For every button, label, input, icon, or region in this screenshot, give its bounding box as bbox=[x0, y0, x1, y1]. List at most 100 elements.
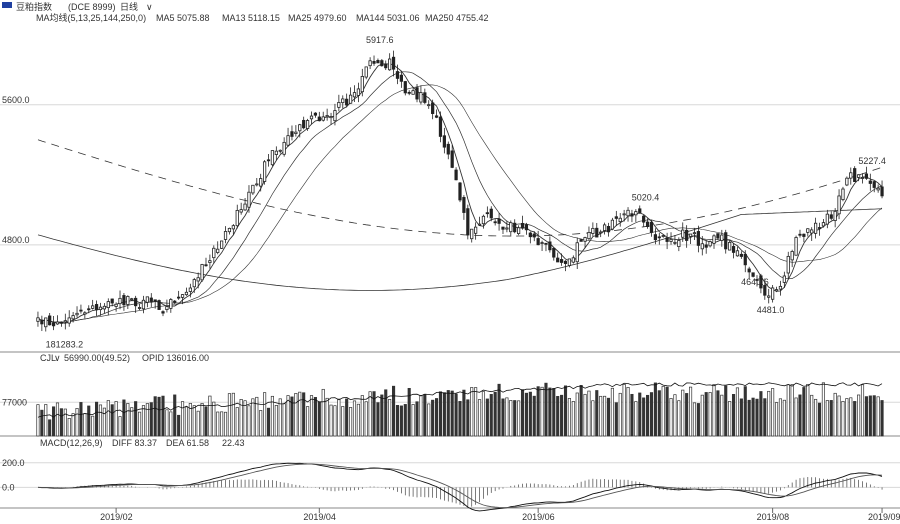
candle[interactable] bbox=[853, 166, 857, 182]
candle[interactable] bbox=[71, 311, 75, 323]
candle[interactable] bbox=[126, 295, 130, 309]
candle[interactable] bbox=[98, 302, 103, 316]
candle[interactable] bbox=[196, 272, 200, 289]
candle[interactable] bbox=[790, 249, 794, 268]
candle[interactable] bbox=[458, 182, 462, 203]
candle[interactable] bbox=[876, 184, 880, 193]
candle[interactable] bbox=[681, 222, 685, 242]
candle[interactable] bbox=[591, 222, 595, 237]
candle[interactable] bbox=[423, 88, 427, 105]
candle[interactable] bbox=[157, 299, 161, 311]
candle[interactable] bbox=[450, 145, 454, 169]
candle[interactable] bbox=[266, 153, 271, 167]
candle[interactable] bbox=[165, 299, 169, 313]
candle[interactable] bbox=[657, 233, 661, 245]
candle[interactable] bbox=[231, 224, 235, 235]
candle[interactable] bbox=[833, 208, 837, 228]
candle[interactable] bbox=[48, 313, 52, 326]
candle[interactable] bbox=[462, 195, 466, 220]
candle[interactable] bbox=[583, 236, 587, 249]
candle[interactable] bbox=[309, 111, 314, 125]
candle[interactable] bbox=[497, 213, 501, 231]
candle[interactable] bbox=[505, 220, 509, 233]
candle[interactable] bbox=[563, 260, 568, 272]
candle[interactable] bbox=[298, 123, 302, 138]
candle[interactable] bbox=[731, 243, 736, 259]
candle[interactable] bbox=[696, 225, 700, 253]
candle[interactable] bbox=[262, 160, 267, 185]
candle[interactable] bbox=[739, 251, 743, 259]
candle[interactable] bbox=[434, 109, 439, 119]
candle[interactable] bbox=[626, 207, 630, 222]
candle[interactable] bbox=[692, 228, 697, 240]
candle[interactable] bbox=[282, 137, 286, 157]
candle[interactable] bbox=[177, 290, 181, 300]
candle[interactable] bbox=[403, 80, 407, 96]
candle[interactable] bbox=[743, 250, 747, 273]
candle[interactable] bbox=[649, 219, 654, 237]
candle[interactable] bbox=[149, 293, 153, 307]
candle[interactable] bbox=[137, 303, 142, 311]
candle[interactable] bbox=[724, 229, 728, 254]
candle[interactable] bbox=[118, 290, 122, 310]
candle[interactable] bbox=[63, 313, 67, 330]
candle[interactable] bbox=[341, 95, 345, 109]
candle[interactable] bbox=[59, 321, 64, 327]
candle[interactable] bbox=[438, 111, 443, 143]
candle[interactable] bbox=[606, 222, 611, 237]
candle[interactable] bbox=[411, 87, 415, 95]
candle[interactable] bbox=[290, 125, 294, 141]
candle[interactable] bbox=[106, 298, 110, 316]
candle[interactable] bbox=[94, 300, 99, 317]
candle[interactable] bbox=[477, 216, 482, 226]
candle[interactable] bbox=[442, 127, 446, 154]
period-chevron-icon[interactable]: ∨ bbox=[146, 2, 153, 12]
candle[interactable] bbox=[837, 189, 841, 220]
candle[interactable] bbox=[552, 247, 556, 261]
candle[interactable] bbox=[532, 231, 536, 242]
candle[interactable] bbox=[247, 185, 251, 213]
candle[interactable] bbox=[614, 210, 618, 226]
candle[interactable] bbox=[849, 167, 853, 185]
candle[interactable] bbox=[134, 295, 138, 313]
candle[interactable] bbox=[220, 240, 224, 249]
candle[interactable] bbox=[364, 66, 368, 80]
candle[interactable] bbox=[67, 310, 71, 327]
candle[interactable] bbox=[372, 55, 376, 66]
candle[interactable] bbox=[239, 202, 243, 215]
candle[interactable] bbox=[622, 209, 626, 222]
candle[interactable] bbox=[345, 93, 349, 108]
candle[interactable] bbox=[325, 108, 329, 121]
candle[interactable] bbox=[685, 225, 689, 248]
candle[interactable] bbox=[223, 226, 228, 244]
candle[interactable] bbox=[286, 127, 290, 147]
candle[interactable] bbox=[305, 118, 310, 131]
candle[interactable] bbox=[704, 240, 708, 254]
candle[interactable] bbox=[669, 232, 673, 245]
candle[interactable] bbox=[161, 310, 165, 317]
candle[interactable] bbox=[153, 299, 157, 309]
volume-bars[interactable] bbox=[36, 382, 884, 437]
candle[interactable] bbox=[810, 227, 814, 241]
candle[interactable] bbox=[173, 299, 177, 304]
candle[interactable] bbox=[485, 206, 489, 218]
candle[interactable] bbox=[747, 266, 751, 280]
candle[interactable] bbox=[200, 263, 204, 282]
candle[interactable] bbox=[55, 315, 60, 325]
candle[interactable] bbox=[595, 222, 599, 238]
candle[interactable] bbox=[712, 234, 716, 249]
candle[interactable] bbox=[880, 180, 884, 199]
candle[interactable] bbox=[36, 311, 40, 327]
candle[interactable] bbox=[44, 317, 48, 332]
candle[interactable] bbox=[645, 218, 650, 229]
candle[interactable] bbox=[184, 287, 189, 296]
candle[interactable] bbox=[767, 288, 771, 304]
candle[interactable] bbox=[618, 213, 622, 227]
candle[interactable] bbox=[91, 299, 95, 310]
candle[interactable] bbox=[821, 219, 826, 228]
candle[interactable] bbox=[180, 294, 185, 305]
candle[interactable] bbox=[825, 209, 829, 229]
candle[interactable] bbox=[51, 316, 56, 331]
candle[interactable] bbox=[778, 280, 783, 296]
candle[interactable] bbox=[110, 298, 114, 307]
